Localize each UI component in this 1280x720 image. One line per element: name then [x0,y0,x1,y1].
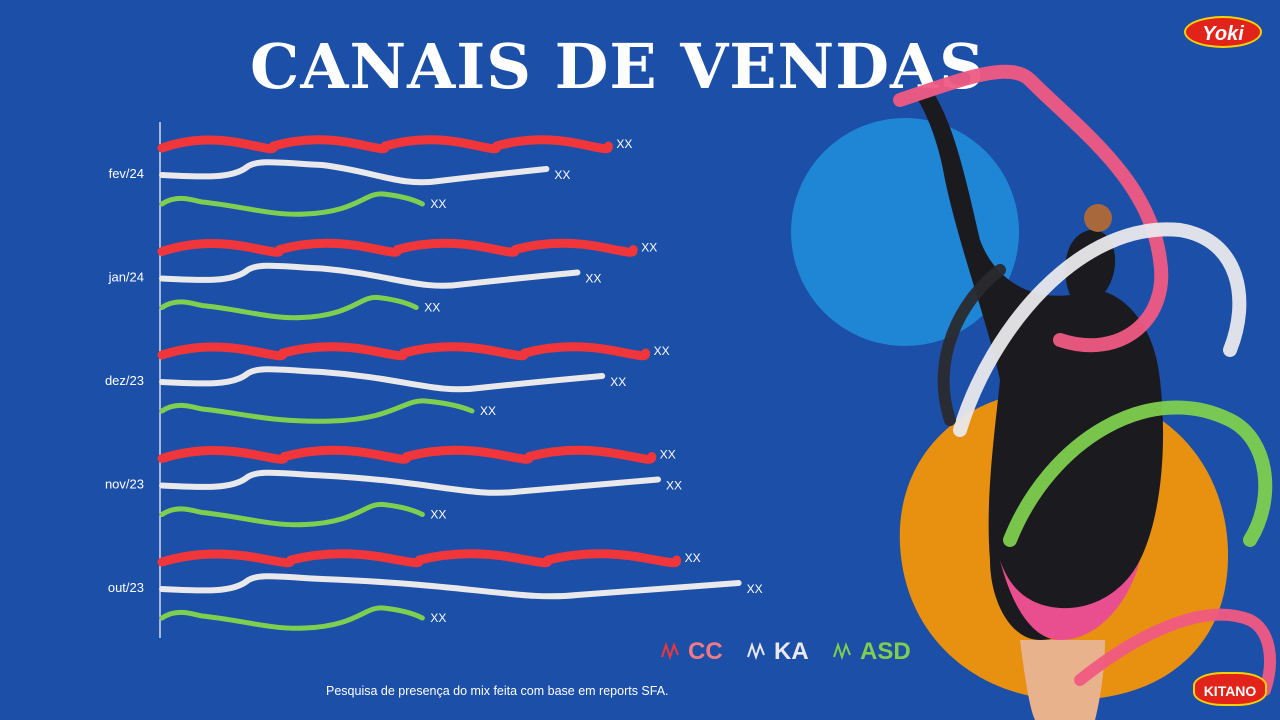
data-label: XX [480,404,496,418]
legend-label-ka: KA [774,638,809,665]
data-label: XX [430,508,446,522]
bar-asd-1 [159,294,419,321]
gymnast-illustration [791,64,1276,720]
data-label: XX [430,197,446,211]
category-label: out/23 [108,580,144,595]
data-label: XX [585,272,601,286]
bar-asd-3 [159,501,425,528]
gymnast-hair-bun [1084,204,1112,232]
bar-ka-2 [159,366,606,393]
data-label: XX [685,551,701,565]
category-label: nov/23 [105,477,144,492]
data-label: XX [424,301,440,315]
gymnast-silhouette [918,95,1164,640]
legend-swatch-cc [661,641,679,661]
data-label: XX [747,582,763,596]
bar-cc-3 [157,445,657,464]
bar-cc-1 [157,238,638,257]
legend-label-asd: ASD [860,638,911,665]
category-label: fev/24 [109,166,144,181]
bar-asd-4 [159,605,425,631]
data-label: XX [666,479,682,493]
data-label: XX [641,241,657,255]
bar-cc-2 [157,342,651,361]
decor-ribbon-0 [893,64,1169,353]
bar-ka-4 [159,573,742,600]
data-label: XX [654,344,670,358]
data-label: XX [554,168,570,182]
decor-ribbon-4 [937,264,1006,426]
bar-cc-4 [157,549,682,568]
legend-swatch-asd [833,641,851,661]
gymnast-legs [1020,640,1105,720]
legend-swatch-ka [747,641,765,661]
bar-ka-0 [159,159,550,186]
bar-ka-3 [159,469,661,496]
slide-title: CANAIS DE VENDAS [250,30,985,103]
chart-legend: CC KA ASD [661,638,911,665]
legend-label-cc: CC [688,638,723,665]
bar-asd-0 [159,191,425,217]
bar-ka-1 [159,262,581,289]
data-label: XX [660,448,676,462]
category-label: jan/24 [108,270,144,285]
decor-ribbon-1 [953,222,1247,437]
kitano-logo: KITANO [1193,672,1267,706]
yoki-logo: Yoki [1184,16,1262,48]
bar-cc-0 [157,135,613,154]
data-label: XX [430,611,446,625]
data-label: XX [616,137,632,151]
decor-ribbon-3 [1074,608,1276,696]
ribbon-bars: fev/24 XX XX XX jan/24 XX XX XX dez/23 XX XX XX nov/… [105,122,763,638]
category-label: dez/23 [105,373,144,388]
footnote: Pesquisa de presença do mix feita com ba… [326,684,669,698]
data-label: XX [610,375,626,389]
decor-ribbon-2 [1003,400,1273,547]
gymnast-skirt [1000,560,1140,640]
bar-asd-2 [159,398,475,424]
